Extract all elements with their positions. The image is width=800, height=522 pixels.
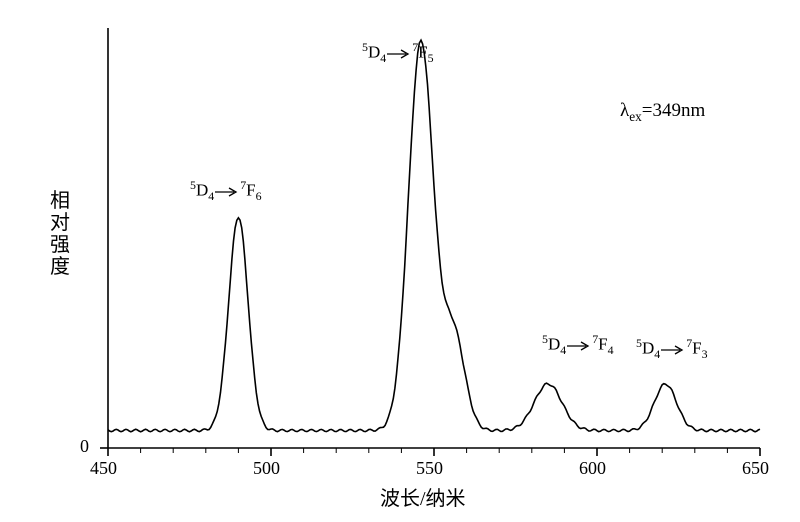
y-axis-label: 相对强度 [48, 190, 72, 278]
x-tick-label: 600 [579, 458, 606, 479]
spectrum-plot [0, 0, 800, 522]
x-tick-label: 650 [742, 458, 769, 479]
lambda-symbol: λ [620, 100, 629, 121]
lambda-value: =349nm [642, 100, 706, 121]
peak-annotation: 5D47F6 [190, 178, 262, 204]
x-axis-label: 波长/纳米 [380, 482, 466, 511]
lambda-subscript: ex [629, 109, 642, 124]
x-tick-label: 450 [90, 458, 117, 479]
lambda-annotation: λex=349nm [620, 100, 705, 125]
x-tick-label: 550 [416, 458, 443, 479]
y-tick-label: 0 [80, 436, 89, 457]
peak-annotation: 5D47F3 [636, 336, 708, 362]
x-tick-label: 500 [253, 458, 280, 479]
peak-annotation: 5D47F5 [362, 40, 434, 66]
peak-annotation: 5D47F4 [542, 332, 614, 358]
